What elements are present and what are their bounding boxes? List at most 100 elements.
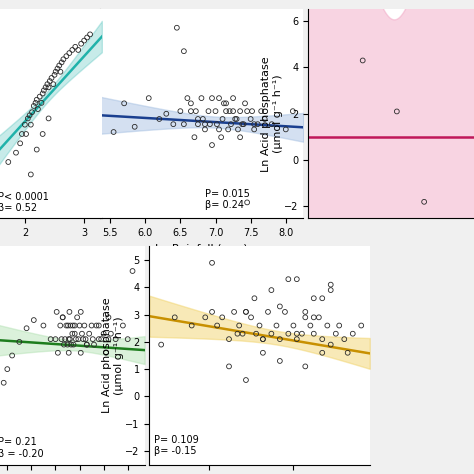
Point: [77, 40, 85, 47]
Point: [247, 314, 255, 321]
Point: [268, 120, 275, 128]
Point: [208, 94, 216, 102]
Point: [284, 275, 292, 283]
Point: [60, 55, 67, 63]
Point: [293, 330, 301, 337]
Point: [57, 68, 64, 75]
Point: [63, 322, 70, 329]
Point: [95, 336, 102, 343]
Text: P= 0.109
β= -0.15: P= 0.109 β= -0.15: [155, 435, 199, 456]
Text: P= 0.015
β= 0.24: P= 0.015 β= 0.24: [205, 189, 250, 210]
Point: [336, 322, 343, 329]
Point: [105, 314, 112, 321]
Point: [67, 341, 75, 348]
Point: [194, 115, 202, 123]
Point: [56, 322, 64, 329]
Point: [293, 336, 301, 343]
Point: [66, 336, 74, 343]
Point: [46, 77, 54, 85]
Point: [231, 115, 239, 123]
Y-axis label: Ln Acid phosphatase
(μmol g⁻¹ h⁻¹): Ln Acid phosphatase (μmol g⁻¹ h⁻¹): [53, 56, 74, 172]
Point: [298, 330, 306, 337]
Point: [3, 365, 11, 373]
Point: [48, 74, 55, 82]
Point: [32, 99, 39, 107]
Point: [86, 31, 94, 38]
Point: [95, 322, 102, 329]
Point: [284, 330, 292, 337]
Point: [234, 330, 241, 337]
Point: [40, 87, 47, 94]
Point: [47, 336, 55, 343]
Point: [393, 108, 401, 115]
Point: [83, 341, 91, 348]
Point: [198, 94, 205, 102]
Point: [18, 130, 26, 138]
Point: [110, 128, 118, 136]
Point: [310, 330, 318, 337]
Point: [192, 108, 200, 115]
Point: [40, 322, 47, 329]
Point: [222, 108, 230, 115]
Point: [268, 330, 275, 337]
Point: [225, 336, 233, 343]
Point: [307, 322, 314, 329]
Point: [239, 330, 246, 337]
Point: [33, 146, 41, 154]
Point: [81, 322, 88, 329]
Point: [45, 115, 52, 122]
Point: [23, 325, 30, 332]
Point: [257, 108, 265, 115]
Point: [68, 46, 76, 54]
Point: [252, 330, 260, 337]
Point: [243, 199, 251, 206]
Point: [52, 68, 60, 75]
Point: [171, 314, 179, 321]
Point: [205, 108, 212, 115]
Point: [340, 336, 348, 343]
Point: [100, 330, 108, 337]
Point: [74, 46, 82, 54]
Point: [9, 352, 16, 359]
Point: [229, 94, 237, 102]
Point: [259, 336, 267, 343]
Point: [225, 363, 233, 370]
Point: [224, 126, 232, 133]
Point: [131, 123, 138, 131]
Text: P< 0.0001
β= 0.52: P< 0.0001 β= 0.52: [0, 192, 49, 213]
Point: [45, 83, 52, 91]
Point: [83, 34, 91, 41]
Point: [238, 120, 246, 128]
Point: [65, 336, 73, 343]
Point: [78, 330, 86, 337]
Point: [157, 341, 165, 348]
Point: [155, 115, 163, 123]
Point: [105, 336, 112, 343]
Point: [208, 308, 216, 316]
Point: [251, 294, 258, 302]
Point: [39, 90, 46, 97]
Point: [74, 336, 82, 343]
Point: [24, 115, 32, 122]
Point: [80, 37, 88, 45]
Point: [72, 336, 80, 343]
Point: [71, 330, 79, 337]
Point: [70, 341, 77, 348]
Point: [28, 109, 36, 116]
Point: [219, 115, 226, 123]
Point: [119, 322, 127, 329]
Point: [194, 120, 202, 128]
Point: [310, 294, 318, 302]
Point: [222, 100, 230, 107]
Point: [344, 349, 351, 356]
Point: [234, 126, 242, 133]
Point: [289, 108, 297, 115]
Point: [212, 108, 219, 115]
Point: [5, 158, 12, 166]
Point: [77, 308, 84, 316]
Point: [215, 126, 223, 133]
Point: [208, 141, 216, 149]
X-axis label: Ln Rainfall (mm): Ln Rainfall (mm): [155, 243, 248, 253]
Point: [301, 308, 309, 316]
Point: [12, 149, 20, 156]
